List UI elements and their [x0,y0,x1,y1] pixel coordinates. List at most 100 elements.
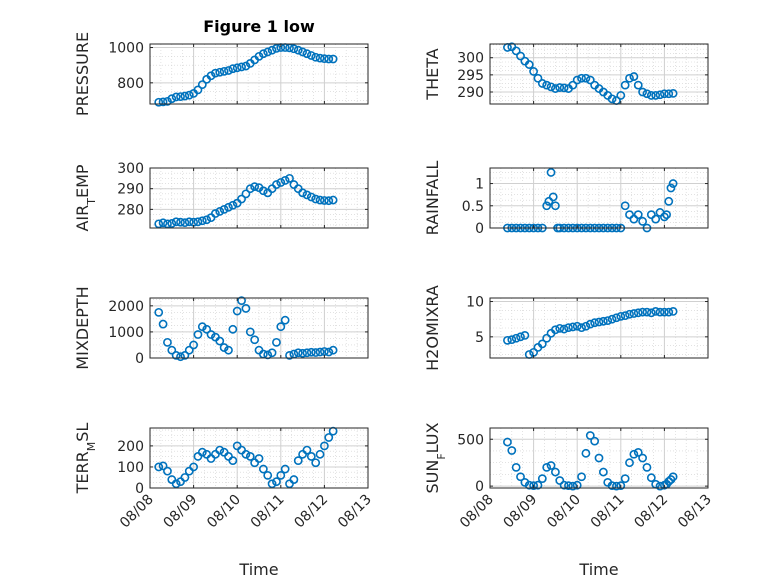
data-point [228,324,238,334]
data-point [276,470,286,480]
y-tick-label: 0 [135,481,144,497]
data-point [651,91,661,100]
data-point [629,449,639,459]
data-point [298,188,307,198]
data-point [263,470,273,480]
data-point [298,348,307,358]
data-point [306,347,316,357]
y-axis-label: AIRTEMP [73,164,98,231]
y-tick-label: 290 [457,85,484,101]
y-tick-label: 1000 [108,41,144,57]
axes-box [149,427,369,489]
data-point [511,462,521,472]
data-point [511,333,521,343]
data-point [625,210,634,220]
data-point [250,182,260,192]
data-point [328,54,338,64]
data-point [633,210,643,220]
data-point [577,472,586,482]
data-point [638,453,647,463]
data-point [189,340,198,350]
data-point [215,336,225,346]
data-point [559,83,569,93]
data-point [311,348,321,357]
data-point [158,461,168,471]
data-point [625,309,634,319]
data-point [660,307,669,317]
y-tick-label: 2000 [108,299,144,315]
y-axis-label: THETA [423,48,442,100]
x-tick-label: 08/12 [631,492,671,532]
data-point [267,479,277,489]
data-point [180,350,190,360]
data-point [668,307,678,316]
subplot-1: 800 1000 PRESSURE Figure 1 low [73,17,369,116]
data-point [302,348,312,358]
data-point [237,194,246,204]
data-point [224,345,233,355]
axes-box [489,297,709,359]
data-point [662,210,671,220]
subplot-5: 0 1000 2000 MIXDEPTH [73,286,369,370]
data-point [328,345,338,355]
data-point [568,322,578,332]
data-point [616,311,626,321]
data-point [245,184,255,194]
data-point [189,462,198,472]
data-point [551,325,560,335]
data-point [546,461,556,470]
data-point [324,196,334,206]
data-point [616,481,626,491]
subplot-7: 0 100 200 TERRMSL 08/08 08/09 08/10 08/11 08/12 0… [73,423,375,579]
data-point [548,192,558,202]
data-point [666,183,676,193]
data-point [272,44,281,53]
data-point [324,54,334,64]
data-point [564,481,573,491]
data-point [516,51,525,61]
data-point [280,464,290,474]
data-point [302,190,312,200]
data-point [629,309,639,318]
data-point [254,51,264,61]
data-point [664,196,674,206]
data-point [572,321,582,331]
x-tick-label: 08/09 [501,492,541,532]
data-point [315,347,325,357]
data-point [572,75,582,85]
y-tick-label: 300 [117,161,144,177]
y-tick-label: 800 [117,76,144,92]
data-point [319,196,329,205]
data-point [206,330,216,339]
data-point [302,49,312,59]
x-tick-label: 08/08 [117,492,157,532]
data-point [537,474,547,484]
axes-box [489,43,709,105]
x-tick-label: 08/13 [335,492,375,532]
subplot-4: 0 0.5 1 RAINFALL [423,161,709,237]
data-point [642,462,652,472]
y-axis-label: MIXDEPTH [73,286,92,369]
data-point [642,307,652,317]
subplot-3: 280 290 300 AIRTEMP [73,161,369,232]
data-point [542,333,552,343]
data-point [603,316,613,325]
data-point [311,458,321,468]
data-point [311,52,321,62]
data-point [664,89,674,99]
data-point [228,456,238,466]
y-tick-label: 0 [135,351,144,367]
data-point [612,313,621,323]
data-point [163,466,172,476]
data-point [551,84,560,93]
data-point [664,307,674,317]
data-point [232,306,242,316]
data-point [646,473,656,483]
data-point [620,80,630,90]
data-point [503,437,512,447]
data-point [646,210,656,220]
data-point [529,67,538,76]
data-point [655,307,665,317]
data-point [163,337,172,347]
